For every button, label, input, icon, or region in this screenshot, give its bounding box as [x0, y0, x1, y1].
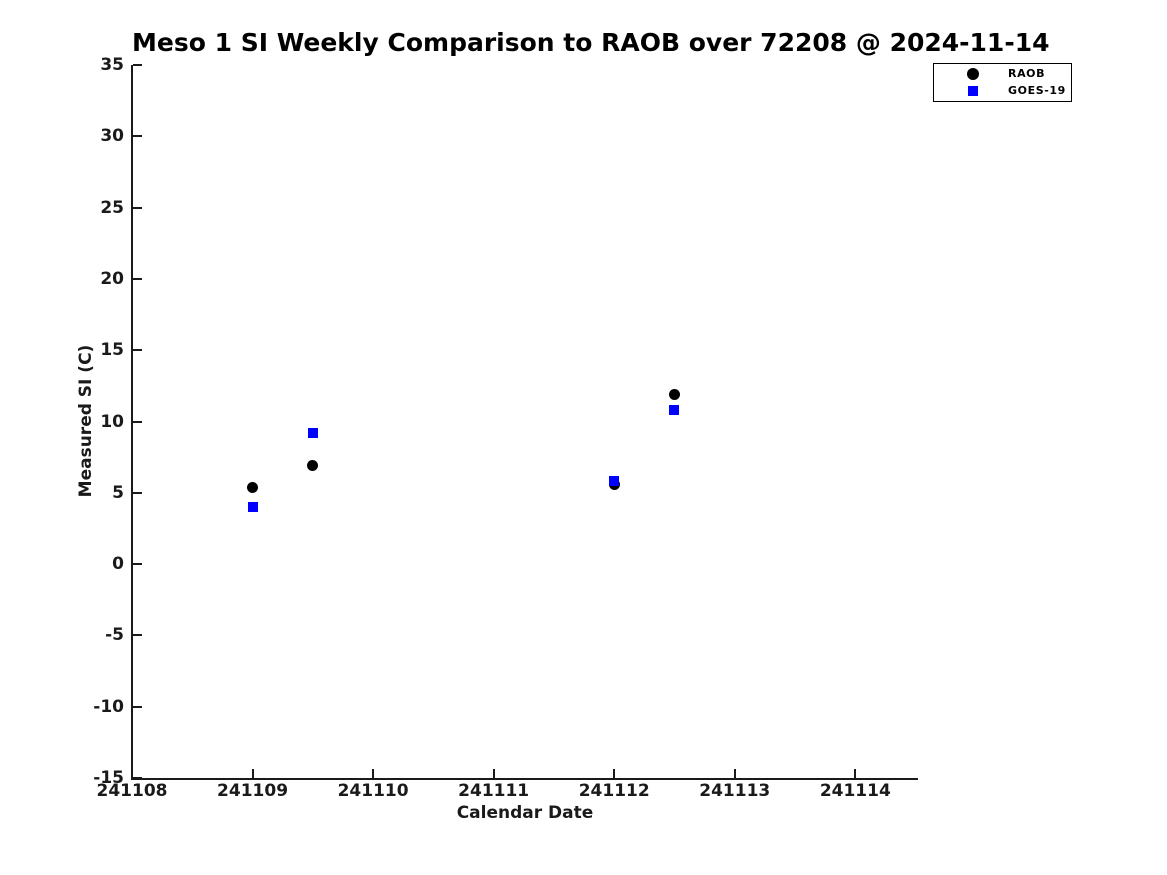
x-tick [251, 769, 254, 778]
legend-goes-19-square-icon [968, 86, 978, 96]
y-tick-label: 5 [112, 482, 124, 503]
x-tick [733, 769, 736, 778]
data-point-raob [247, 481, 259, 493]
data-point-goes-19 [247, 502, 258, 513]
y-tick-label: 20 [100, 268, 124, 289]
y-tick [133, 349, 142, 352]
y-tick-label: 0 [112, 554, 124, 575]
legend-label-goes-19: GOES-19 [1008, 84, 1066, 97]
x-axis-label: Calendar Date [456, 803, 594, 823]
y-tick [133, 705, 142, 708]
y-tick [133, 206, 142, 209]
y-tick [133, 64, 142, 66]
y-tick-label: 35 [100, 55, 124, 75]
legend-label-raob: RAOB [1008, 67, 1046, 80]
chart-title: Meso 1 SI Weekly Comparison to RAOB over… [132, 28, 1050, 57]
y-tick-label: 15 [100, 340, 124, 361]
x-tick [854, 769, 857, 778]
x-tick-label: 241110 [337, 781, 409, 801]
x-tick [372, 769, 375, 778]
data-point-goes-19 [669, 405, 680, 416]
data-point-goes-19 [307, 427, 318, 438]
y-tick [133, 777, 142, 779]
y-tick [133, 563, 142, 566]
y-tick [133, 135, 142, 138]
y-tick-label: -10 [93, 696, 124, 717]
y-tick [133, 420, 142, 423]
x-tick-label: 241112 [578, 781, 650, 801]
y-tick [133, 277, 142, 280]
x-tick-label: 241108 [96, 781, 168, 801]
y-tick [133, 634, 142, 637]
x-tick-label: 241114 [819, 781, 891, 801]
x-tick-label: 241113 [699, 781, 771, 801]
y-tick-label: 25 [100, 197, 124, 218]
y-tick-label: 30 [100, 126, 124, 147]
x-tick [613, 769, 616, 778]
x-tick-label: 241111 [458, 781, 530, 801]
legend: RAOB GOES-19 [933, 63, 1072, 102]
x-tick [131, 769, 133, 778]
data-point-raob [307, 460, 319, 472]
y-tick-label: -15 [93, 768, 124, 788]
data-point-goes-19 [609, 476, 620, 487]
y-tick-label: -5 [105, 625, 124, 646]
y-axis [131, 65, 133, 780]
legend-raob-circle-icon [967, 68, 979, 80]
x-axis [131, 778, 918, 780]
y-tick-label: 10 [100, 411, 124, 432]
x-tick [492, 769, 495, 778]
data-point-raob [668, 388, 680, 400]
x-tick-label: 241109 [217, 781, 289, 801]
y-tick [133, 491, 142, 494]
